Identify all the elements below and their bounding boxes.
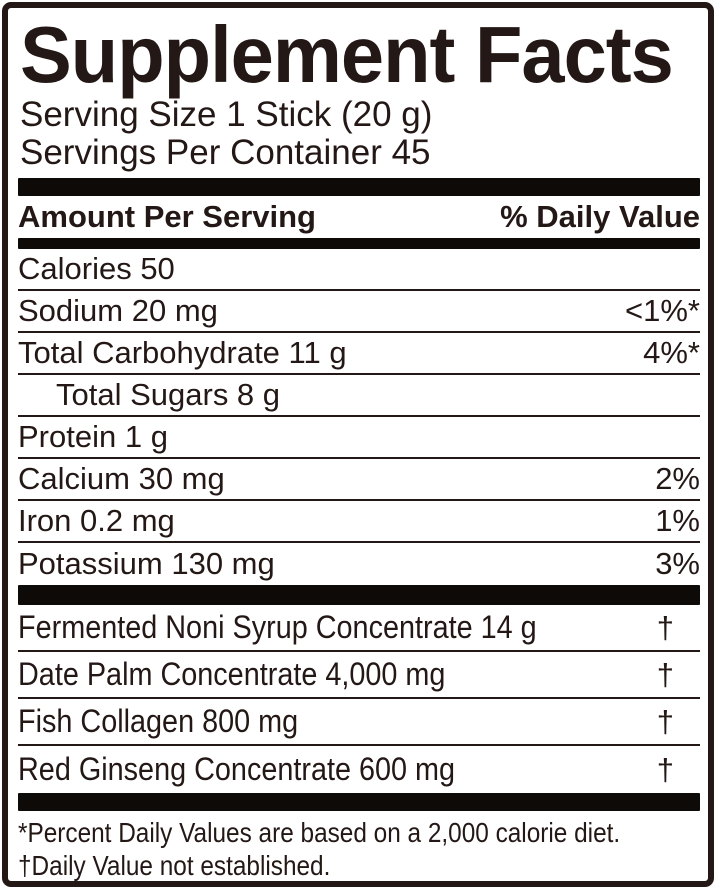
ingredient-name: Red Ginseng Concentrate 600 mg (18, 751, 456, 787)
table-header-row: Amount Per Serving % Daily Value (18, 196, 700, 238)
nutrient-row: Potassium 130 mg 3% (18, 543, 700, 585)
daily-value-dagger: † (656, 703, 674, 739)
serving-size: Serving Size 1 Stick (20 g) (20, 95, 433, 134)
daily-value-cell: 4%* (643, 335, 700, 370)
nutrient-rows: Calories 50 Sodium 20 mg <1%* Total Carbohy… (18, 249, 700, 585)
ingredient-name: Date Palm Concentrate 4,000 mg (18, 656, 446, 692)
ingredient-row: Fermented Noni Syrup Concentrate 14 g † (18, 605, 700, 652)
section-divider-bar-header (18, 238, 700, 249)
section-divider-bar-top (18, 178, 700, 196)
footnote-line: †Daily Value not established. (18, 849, 700, 881)
ingredient-row: Date Palm Concentrate 4,000 mg † (18, 652, 700, 699)
nutrient-row: Sodium 20 mg <1%* (18, 291, 700, 333)
footnote-text: †Daily Value not established. (18, 850, 331, 881)
ingredient-row: Fish Collagen 800 mg † (18, 699, 700, 746)
nutrient-name: Calories 50 (18, 251, 175, 286)
nutrient-name: Calcium 30 mg (18, 461, 225, 496)
nutrient-name: Iron 0.2 mg (18, 503, 175, 538)
ingredient-row: Red Ginseng Concentrate 600 mg † (18, 746, 700, 793)
daily-value-dagger: † (656, 609, 674, 645)
nutrient-row: Total Sugars 8 g (18, 375, 700, 417)
daily-value-cell: 1% (655, 503, 700, 538)
daily-value-cell: 3% (655, 546, 700, 581)
nutrient-row: Calories 50 (18, 249, 700, 291)
ingredient-rows: Fermented Noni Syrup Concentrate 14 g † Da… (18, 605, 700, 793)
daily-value-dagger: † (656, 656, 674, 692)
label-title: Supplement Facts (20, 10, 674, 99)
section-divider-bar-bottom (18, 793, 700, 811)
nutrient-row: Protein 1 g (18, 417, 700, 459)
daily-value-cell: <1%* (625, 293, 700, 328)
footnotes: *Percent Daily Values are based on a 2,0… (18, 811, 700, 881)
nutrient-row: Total Carbohydrate 11 g 4%* (18, 333, 700, 375)
section-divider-bar-mid (18, 585, 700, 605)
ingredient-name: Fish Collagen 800 mg (18, 703, 299, 739)
footnote-line: *Percent Daily Values are based on a 2,0… (18, 816, 700, 849)
nutrient-name: Protein 1 g (18, 419, 168, 454)
nutrient-name: Potassium 130 mg (18, 546, 275, 581)
servings-per-container: Servings Per Container 45 (20, 133, 431, 172)
nutrient-row: Calcium 30 mg 2% (18, 459, 700, 501)
daily-value-dagger: † (656, 751, 674, 787)
nutrient-name: Sodium 20 mg (18, 293, 218, 328)
nutrient-name: Total Sugars 8 g (56, 377, 281, 412)
nutrient-name: Total Carbohydrate 11 g (18, 335, 347, 370)
ingredient-name: Fermented Noni Syrup Concentrate 14 g (18, 609, 537, 645)
daily-value-cell: 2% (655, 461, 700, 496)
footnote-text: *Percent Daily Values are based on a 2,0… (18, 817, 621, 848)
nutrient-row: Iron 0.2 mg 1% (18, 501, 700, 543)
amount-per-serving-header: Amount Per Serving (18, 199, 316, 234)
daily-value-header: % Daily Value (500, 199, 700, 234)
